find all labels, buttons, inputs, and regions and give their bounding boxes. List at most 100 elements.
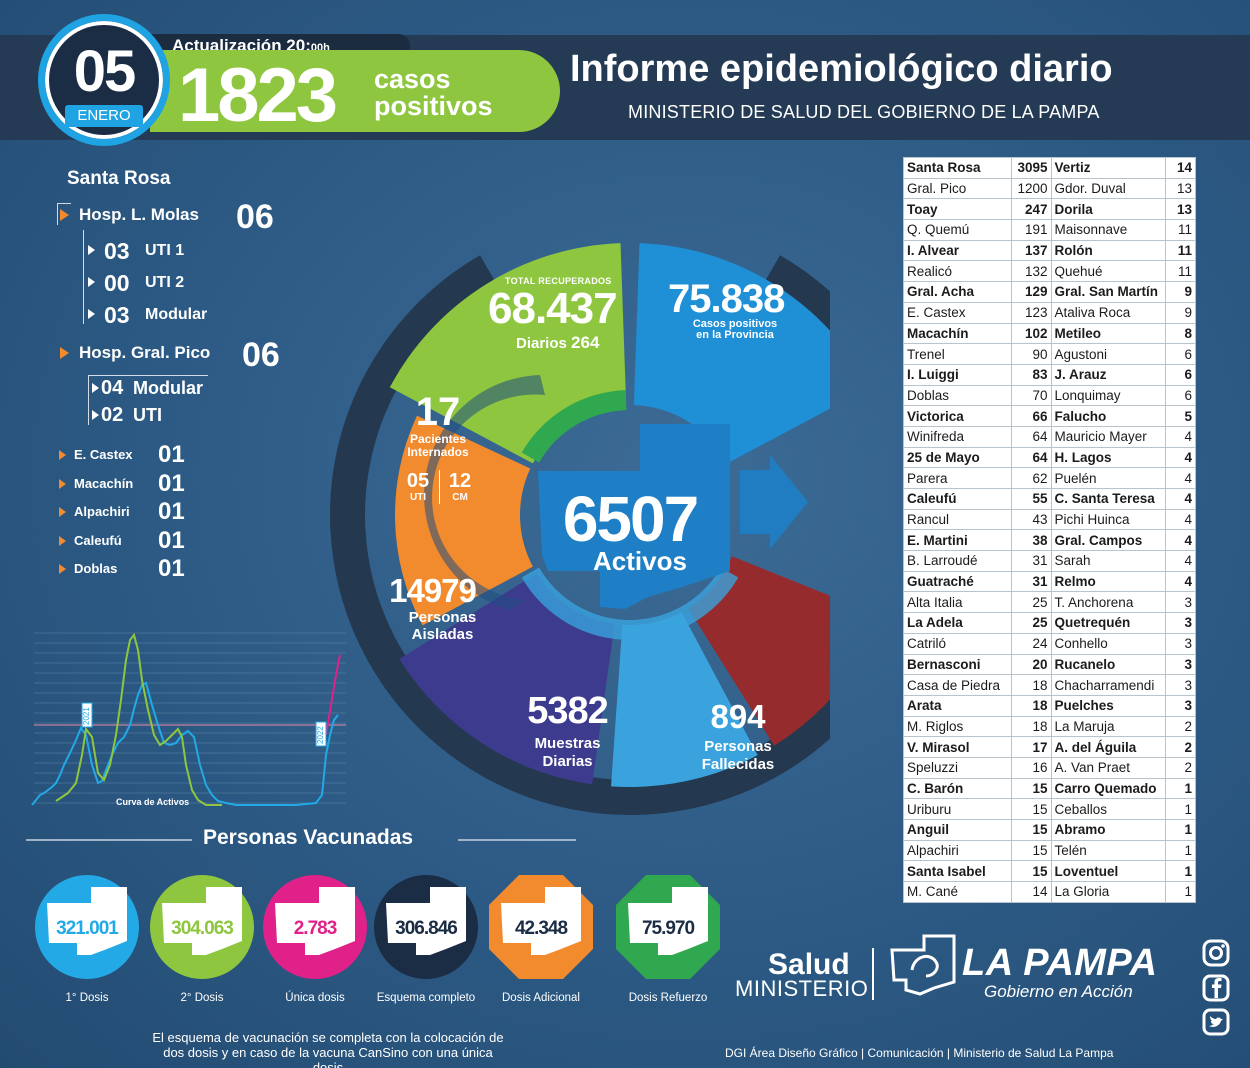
other-hospital-label: E. Castex [74,447,133,462]
footer-credits: DGI Área Diseño Gráfico | Comunicación |… [725,1046,1114,1060]
active-label: Activos [593,546,687,576]
table-row: Doblas 70 Lonquimay 6 [903,384,1196,407]
table-cell: 1 [1165,777,1196,800]
curve-caption: Curva de Activos [116,797,189,807]
table-row: Santa Rosa 3095 Vertiz 14 [903,157,1196,179]
molas-modular-num: 03 [104,302,130,328]
table-cell: 4 [1165,488,1196,510]
curve-label-bg [81,702,93,728]
la-pampa-map-icon [162,887,242,955]
table-cell: 3 [1165,591,1196,614]
other-hospital-count: 01 [158,441,185,468]
table-cell: La Gloria [1050,881,1167,903]
tree-line [57,203,71,204]
table-row: Alta Italia 25 T. Anchorena 3 [903,591,1196,614]
bullet-icon [59,564,66,574]
vaccine-value: 75.970 [641,918,695,939]
table-row: Gral. Acha 129 Gral. San Martín 9 [903,281,1196,303]
uti-cm-divider [439,470,440,504]
table-row: Winifreda 64 Mauricio Mayer 4 [903,425,1196,448]
deaths-label: Personas Fallecidas [678,738,798,774]
table-cell: Toay [903,198,1012,221]
table-cell: 6 [1165,343,1196,365]
la-pampa-map-icon [386,887,466,955]
table-cell: Doblas [903,384,1012,407]
logo-ministerio: MINISTERIO [735,976,869,1001]
table-cell: Telén [1050,839,1167,862]
table-row: Caleufú 55 C. Santa Teresa 4 [903,488,1196,510]
date-badge: 05 ENERO [38,14,170,146]
cases-label: casos positivos [374,66,534,120]
hospital-molas-count: 06 [236,198,274,236]
table-cell: 25 [1010,612,1052,634]
cm-count: 12 [448,470,472,492]
table-cell: Alpachiri [903,839,1012,862]
table-cell: 64 [1010,425,1052,448]
table-cell: Speluzzi [903,756,1012,779]
table-row: Bernasconi 20 Rucanelo 3 [903,653,1196,676]
table-cell: M. Cané [903,881,1012,903]
vaccine-badge [35,875,139,979]
daily-cases: 1823 [178,53,338,138]
table-cell: Ataliva Roca [1050,301,1167,324]
samples-label-line1: Muestras [534,735,601,752]
table-cell: Catriló [903,632,1012,655]
table-cell: E. Castex [903,301,1012,324]
tree-line [88,375,89,425]
table-cell: A. Van Praet [1050,756,1167,779]
pico-uti-num: 02 [101,404,124,426]
table-cell: Relmo [1050,570,1167,593]
table-cell: M. Riglos [903,715,1012,738]
table-cell: Victorica [903,405,1012,427]
tree-line [57,203,58,225]
table-cell: 14 [1165,157,1196,179]
vaccine-label: 2° Dosis [180,992,224,1004]
recovered-daily: Diarios 264 [516,333,599,353]
table-cell: 3 [1165,612,1196,634]
table-cell: 25 de Mayo [903,446,1012,469]
bullet-icon [88,245,95,255]
la-pampa-map-icon [628,887,708,955]
donut-ring [330,255,830,815]
molas-uti2-label: UTI 2 [145,274,185,291]
pico-modular-label: Modular [133,378,203,398]
table-cell: A. del Águila [1050,736,1167,758]
table-cell: Sarah [1050,550,1167,572]
daily-label: Diarios [516,335,567,352]
twitter-icon[interactable] [1200,1006,1232,1038]
positive-total: 75.838 [668,277,785,321]
table-cell: 31 [1010,570,1052,593]
samples-total: 5382 [527,690,609,732]
bullet-icon [59,535,66,546]
table-cell: 18 [1010,694,1052,717]
table-cell: Vertiz [1050,157,1167,179]
table-cell: 2 [1165,736,1196,758]
table-cell: Mauricio Mayer [1050,425,1167,448]
table-cell: Bernasconi [903,653,1012,676]
table-cell: 4 [1165,529,1196,552]
facebook-icon[interactable] [1200,972,1232,1004]
table-row: Gral. Pico 1200 Gdor. Duval 13 [903,177,1196,200]
vaccine-label: Única dosis [285,992,345,1004]
table-cell: 5 [1165,405,1196,427]
table-cell: 15 [1010,777,1052,800]
table-cell: Trenel [903,343,1012,365]
table-cell: Abramo [1050,819,1167,841]
vaccine-label: Esquema completo [376,992,476,1004]
uti-count: 05 [406,470,430,492]
curve-label-bg [315,721,327,747]
table-cell: E. Martini [903,529,1012,552]
instagram-icon[interactable] [1200,937,1232,969]
vaccine-badge [374,875,478,979]
table-cell: 3 [1165,694,1196,717]
molas-uti2-num: 00 [104,270,130,296]
bullet-icon [88,309,95,319]
table-row: Santa Isabel 15 Loventuel 1 [903,860,1196,883]
table-row: Macachín 102 Metileo 8 [903,322,1196,345]
table-cell: 1200 [1010,177,1052,200]
recovered-label: TOTAL RECUPERADOS [505,276,612,286]
table-row: Rancul 43 Pichi Huinca 4 [903,508,1196,531]
vaccine-badge [263,875,367,979]
table-row: M. Riglos 18 La Maruja 2 [903,715,1196,738]
hospitalized-label: Pacientes Internados [388,433,488,459]
